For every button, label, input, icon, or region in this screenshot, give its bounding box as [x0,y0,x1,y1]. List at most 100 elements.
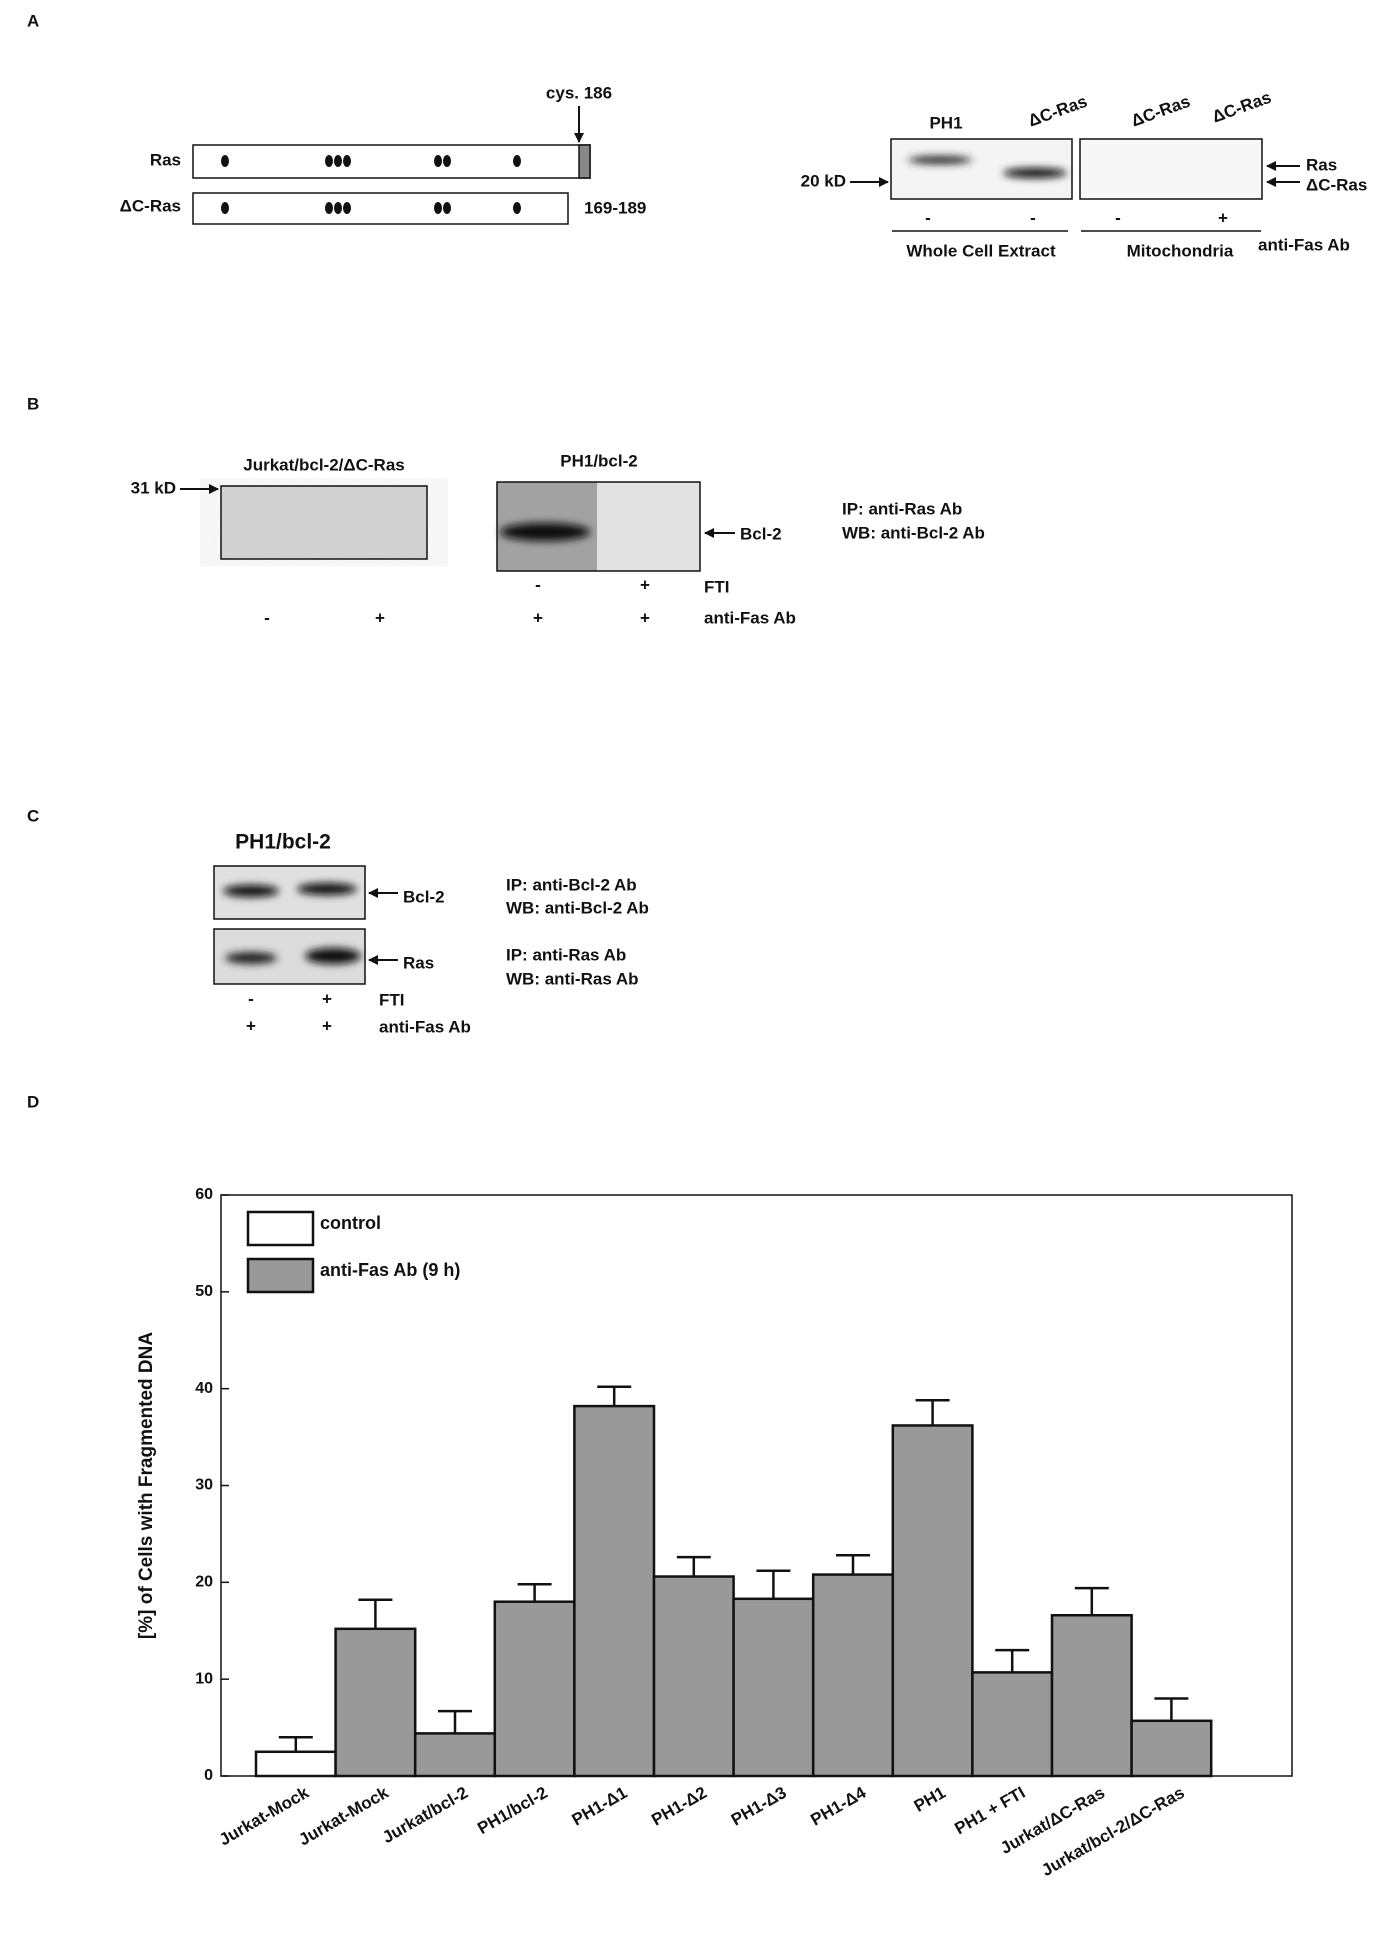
legend-swatch [246,1257,315,1294]
label: IP: anti-Ras Ab [842,499,962,518]
bar [1050,1614,1133,1778]
blot-a [850,138,1300,232]
label: Whole Cell Extract [906,241,1056,260]
error-bar [995,1648,1030,1673]
x-tick-label: PH1 [911,1783,949,1816]
label: ΔC-Ras [120,196,181,215]
x-tick-label: PH1-Δ3 [728,1783,790,1830]
sign: + [322,1016,332,1035]
ras-bar [192,144,591,179]
panel-label: A [27,11,39,30]
dot [325,155,333,167]
blot-frame [496,481,701,572]
label: Jurkat/bcl-2/ΔC-Ras [243,455,405,474]
y-tick-label: 40 [195,1380,213,1397]
label: Ras [403,953,434,972]
y-axis-label: [%] of Cells with Fragmented DNA [136,1332,157,1639]
label: FTI [704,577,730,596]
band [305,948,361,964]
label: anti-Fas Ab [1258,235,1350,254]
label: Ras [150,150,181,169]
bar [573,1404,656,1778]
x-tick-label: Jurkat/bcl-2 [379,1783,471,1847]
error-bar [358,1598,393,1629]
blot-frame [1079,138,1263,200]
error-bar [438,1709,472,1734]
bar [971,1671,1054,1778]
bar [334,1627,417,1778]
dot [343,202,351,214]
x-tick-label: PH1-Δ2 [648,1783,710,1830]
bar [1130,1719,1213,1778]
sign: - [1030,208,1036,227]
dot [343,155,351,167]
dot [334,202,342,214]
dot [334,155,342,167]
bar [493,1600,576,1778]
error-bar [756,1569,791,1599]
sign: - [1115,208,1121,227]
blot-noise [221,486,427,559]
band [225,952,277,964]
error-bar [517,1583,552,1602]
x-tick-label: PH1-Δ1 [569,1783,631,1830]
y-tick-label: 50 [195,1283,213,1300]
dot [443,155,451,167]
label: Ras [1306,155,1337,174]
label: FTI [379,990,405,1009]
label: 169-189 [584,198,646,217]
label: anti-Fas Ab [379,1017,471,1036]
sign: + [640,608,650,627]
dot [513,155,521,167]
error-bar [836,1553,870,1575]
label: ΔC-Ras [1306,175,1367,194]
dot [434,155,442,167]
error-bar [278,1736,313,1752]
label: Bcl-2 [740,524,782,543]
sign: + [375,608,385,627]
sign: - [925,208,931,227]
label: WB: anti-Ras Ab [506,969,639,988]
legend-label: anti-Fas Ab (9 h) [320,1260,460,1280]
dot [221,155,229,167]
y-tick-label: 10 [195,1670,213,1687]
band [297,883,357,895]
lane-label: ΔC-Ras [1026,92,1090,131]
blot-frame [890,138,1073,200]
blot-b [180,481,735,572]
sign: + [322,989,332,1008]
bar [652,1575,735,1778]
bar [891,1424,974,1778]
blot-c [213,865,398,985]
error-bar [1154,1697,1189,1721]
blot-frame [213,865,366,920]
bar [254,1750,337,1778]
dot [325,202,333,214]
label: WB: anti-Bcl-2 Ab [842,523,985,542]
bar [811,1573,895,1778]
band [908,156,972,164]
error-bar [1074,1586,1109,1616]
label: IP: anti-Bcl-2 Ab [506,875,637,894]
band [500,523,590,541]
panel-label: C [27,806,39,825]
sign: + [640,575,650,594]
sign: - [264,608,270,627]
label: PH1/bcl-2 [235,831,331,854]
blot-bg [1080,139,1262,199]
ras-cterm [578,144,591,179]
band [1003,168,1067,178]
legend-swatch [246,1210,315,1247]
label: Bcl-2 [403,887,445,906]
x-tick-label: Jurkat/bcl-2/ΔC-Ras [1038,1783,1187,1880]
lane-label: ΔC-Ras [1129,92,1193,131]
label: PH1/bcl-2 [560,451,637,470]
legend-label: control [320,1213,381,1233]
sign: + [533,608,543,627]
label: cys. 186 [546,83,612,102]
sign: + [1218,208,1228,227]
bar [413,1732,497,1778]
dcras-bar [192,192,569,225]
label: IP: anti-Ras Ab [506,945,626,964]
lane-label: PH1 [929,113,962,132]
